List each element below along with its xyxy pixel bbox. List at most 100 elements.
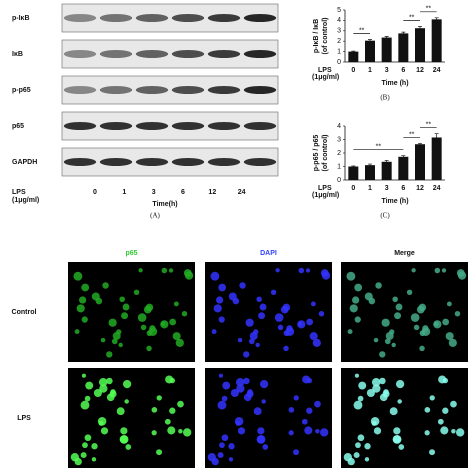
error-bar [418,26,422,30]
cell [98,377,108,387]
band [99,158,133,166]
x-tick-label: 0 [351,67,355,74]
cell [172,332,181,341]
cell [207,453,216,462]
y-tick-label: 4 [337,123,341,130]
y-axis-label: p-IκB / IκB [313,19,320,53]
micrograph [205,262,332,362]
cell [351,296,360,304]
y-tick-label: 4 [337,17,341,24]
x-tick-label: 3 [385,185,389,192]
cell [256,296,262,303]
cell [379,351,386,358]
cell [451,429,456,434]
cell [111,338,118,345]
error-bar [401,31,406,35]
cell [312,338,321,347]
bar [431,137,442,180]
cell [382,390,390,398]
cell [354,316,361,323]
cell [309,332,318,341]
band [135,14,169,22]
cell [393,427,401,435]
band [207,14,241,22]
cell [357,434,365,442]
band [243,158,277,166]
cell [305,268,311,273]
y-tick-label: 3 [337,136,341,143]
cell [149,325,156,332]
lane-label: 1 [122,189,126,196]
cell [298,267,305,274]
band [243,86,277,94]
cell [125,444,132,450]
band [171,86,205,94]
cell [259,303,267,311]
cell [91,443,98,450]
x-tick-label: 6 [401,185,405,192]
cell [364,443,371,450]
cell [151,407,158,413]
row-label: LPS [318,185,332,192]
cell [454,310,461,317]
cell [84,434,92,442]
cell [73,271,83,281]
cell [140,324,147,331]
row-label: (1μg/ml) [312,192,339,199]
panel-label: (B) [380,94,390,102]
cell [218,373,223,378]
cell [121,312,129,320]
cell [274,313,284,322]
error-bar [384,36,389,39]
cell [411,268,416,273]
cell [258,312,266,320]
band [99,14,133,22]
y-tick-label: 0 [337,177,341,184]
cell [217,400,227,410]
cell [177,400,184,408]
row-label: LPS [318,67,332,74]
cell [160,321,166,327]
cell [422,325,429,332]
error-bar [368,39,372,42]
cell [394,312,402,320]
bar [431,19,442,62]
x-tick-label: 24 [433,67,441,74]
cell [310,301,316,307]
error-bar [401,155,406,158]
cell [235,377,245,387]
cell [438,375,447,384]
cell [257,427,265,435]
blot-frame [61,3,279,33]
x-tick-label: 0 [351,185,355,192]
band [63,86,97,94]
cell [306,407,313,414]
cell [161,267,168,274]
cell [183,269,192,277]
cell [82,442,88,449]
x-tick-label: 12 [416,67,424,74]
error-bar [351,50,356,53]
error-bar [434,17,439,21]
cell [293,449,300,456]
cell [85,381,94,390]
cell [248,338,255,345]
cell [442,318,450,326]
y-tick-label: 1 [337,163,341,170]
band [135,86,169,94]
cell [230,388,239,398]
panel-label: (A) [150,212,160,220]
y-axis-label: (of control) [322,18,329,55]
lane-label: 24 [238,189,246,196]
cell [343,453,352,462]
micrograph [341,262,468,362]
cell [392,434,402,444]
cell [253,329,259,335]
cell [228,443,235,450]
cell [314,400,321,408]
band [171,122,205,130]
cell [448,338,457,347]
band [63,14,97,22]
cell [429,449,436,456]
